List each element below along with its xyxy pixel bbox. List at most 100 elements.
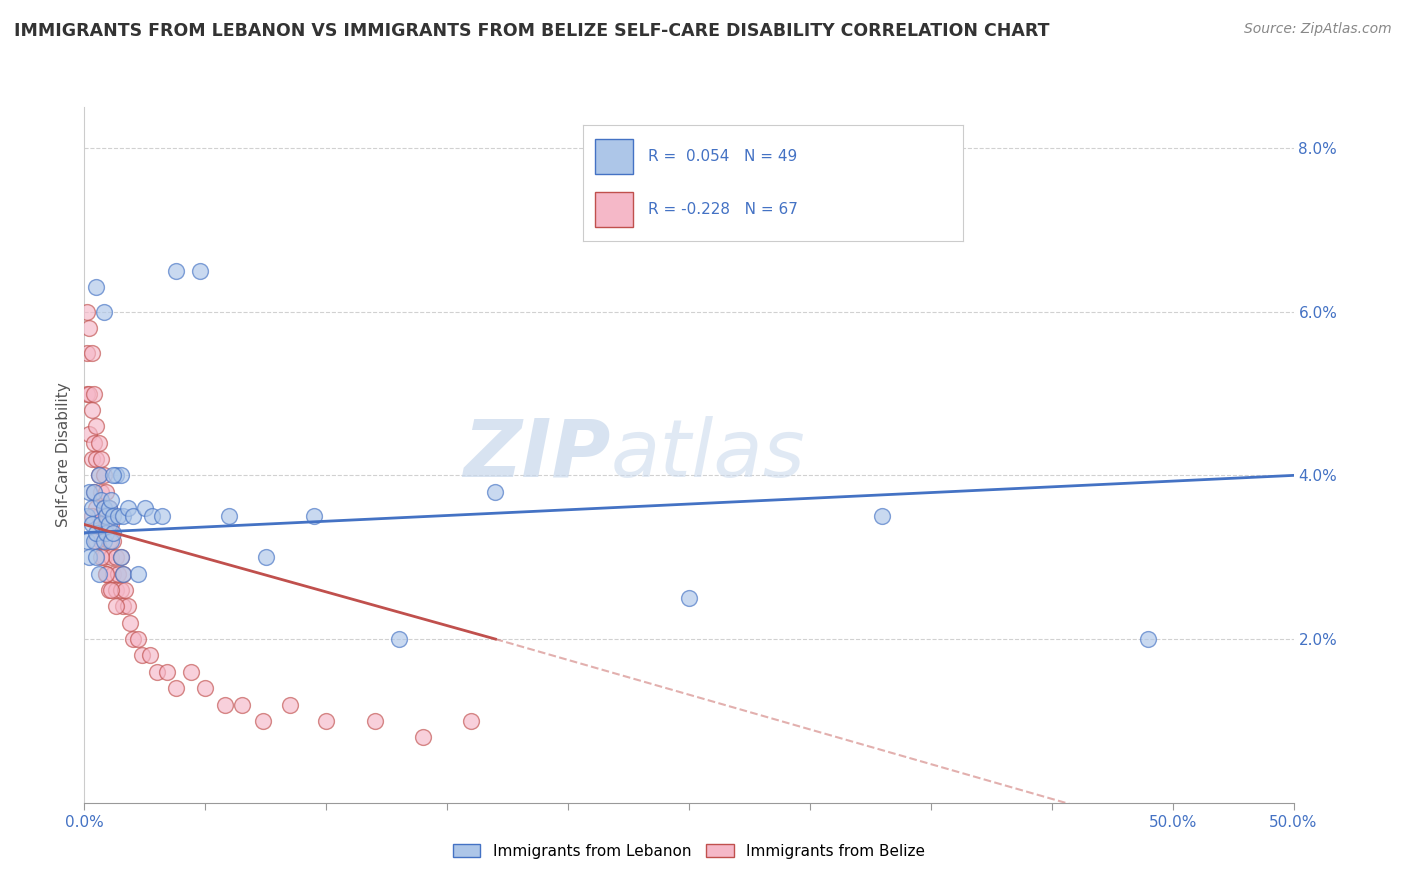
Point [80, 517, 103, 532]
Point [94, 525, 117, 540]
Point [114, 582, 136, 597]
Point [97, 517, 120, 532]
Point [87, 509, 110, 524]
Point [121, 509, 143, 524]
Point [93, 550, 115, 565]
Point [150, 509, 173, 524]
Point [94, 509, 117, 524]
Point [315, 714, 337, 728]
Text: ZIP: ZIP [463, 416, 610, 494]
Point [83, 386, 105, 401]
Point [134, 501, 156, 516]
Point [77, 321, 100, 335]
Point [218, 509, 240, 524]
Point [121, 632, 143, 646]
Point [165, 264, 187, 278]
Point [104, 468, 127, 483]
Point [110, 468, 132, 483]
Point [97, 582, 120, 597]
Point [94, 566, 117, 581]
Point [93, 468, 115, 483]
Point [107, 509, 129, 524]
Point [83, 484, 105, 499]
Point [83, 435, 105, 450]
Point [112, 599, 135, 614]
Point [94, 566, 117, 581]
Point [194, 681, 217, 696]
Point [131, 648, 153, 663]
Point [252, 714, 274, 728]
Point [484, 484, 506, 499]
Point [86, 452, 108, 467]
Point [83, 533, 105, 548]
Point [117, 501, 139, 516]
Point [112, 566, 135, 581]
Point [93, 501, 115, 516]
Point [90, 452, 112, 467]
Text: R =  0.054   N = 49: R = 0.054 N = 49 [648, 149, 797, 164]
Point [77, 550, 100, 565]
Text: atlas: atlas [610, 416, 806, 494]
Point [302, 509, 325, 524]
Legend: Immigrants from Lebanon, Immigrants from Belize: Immigrants from Lebanon, Immigrants from… [447, 838, 931, 864]
Point [104, 550, 127, 565]
Point [80, 509, 103, 524]
Point [107, 566, 129, 581]
Point [1137, 632, 1160, 646]
Point [110, 582, 132, 597]
Point [103, 468, 125, 483]
Point [214, 698, 236, 712]
Point [77, 386, 100, 401]
Point [86, 501, 108, 516]
Point [90, 533, 112, 548]
Point [104, 599, 127, 614]
Point [110, 550, 132, 565]
Point [90, 484, 112, 499]
Text: IMMIGRANTS FROM LEBANON VS IMMIGRANTS FROM BELIZE SELF-CARE DISABILITY CORRELATI: IMMIGRANTS FROM LEBANON VS IMMIGRANTS FR… [14, 22, 1049, 40]
Point [76, 386, 98, 401]
Point [412, 731, 434, 745]
Point [100, 533, 122, 548]
Point [87, 468, 110, 483]
Point [87, 566, 110, 581]
FancyBboxPatch shape [595, 192, 633, 227]
FancyBboxPatch shape [595, 139, 633, 174]
Point [77, 484, 100, 499]
Point [83, 484, 105, 499]
Y-axis label: Self-Care Disability: Self-Care Disability [56, 383, 72, 527]
Point [388, 632, 411, 646]
Point [80, 452, 103, 467]
Point [86, 419, 108, 434]
Point [363, 714, 385, 728]
Text: R = -0.228   N = 67: R = -0.228 N = 67 [648, 202, 797, 217]
Point [86, 280, 108, 294]
Point [141, 509, 163, 524]
Point [117, 599, 139, 614]
Point [100, 517, 122, 532]
Point [278, 698, 301, 712]
Point [97, 501, 120, 516]
Point [254, 550, 277, 565]
Point [120, 615, 142, 630]
Point [678, 591, 700, 606]
Point [76, 304, 98, 318]
Point [93, 304, 115, 318]
Point [77, 427, 100, 442]
Point [80, 403, 103, 417]
Point [112, 566, 135, 581]
Point [127, 566, 149, 581]
Point [872, 509, 894, 524]
Point [231, 698, 253, 712]
Point [103, 533, 125, 548]
Point [97, 533, 120, 548]
Point [127, 632, 149, 646]
Point [103, 509, 125, 524]
Point [94, 517, 117, 532]
Point [87, 468, 110, 483]
Point [103, 566, 125, 581]
Point [80, 501, 103, 516]
Point [90, 517, 112, 532]
Point [110, 550, 132, 565]
Point [94, 484, 117, 499]
Point [86, 525, 108, 540]
